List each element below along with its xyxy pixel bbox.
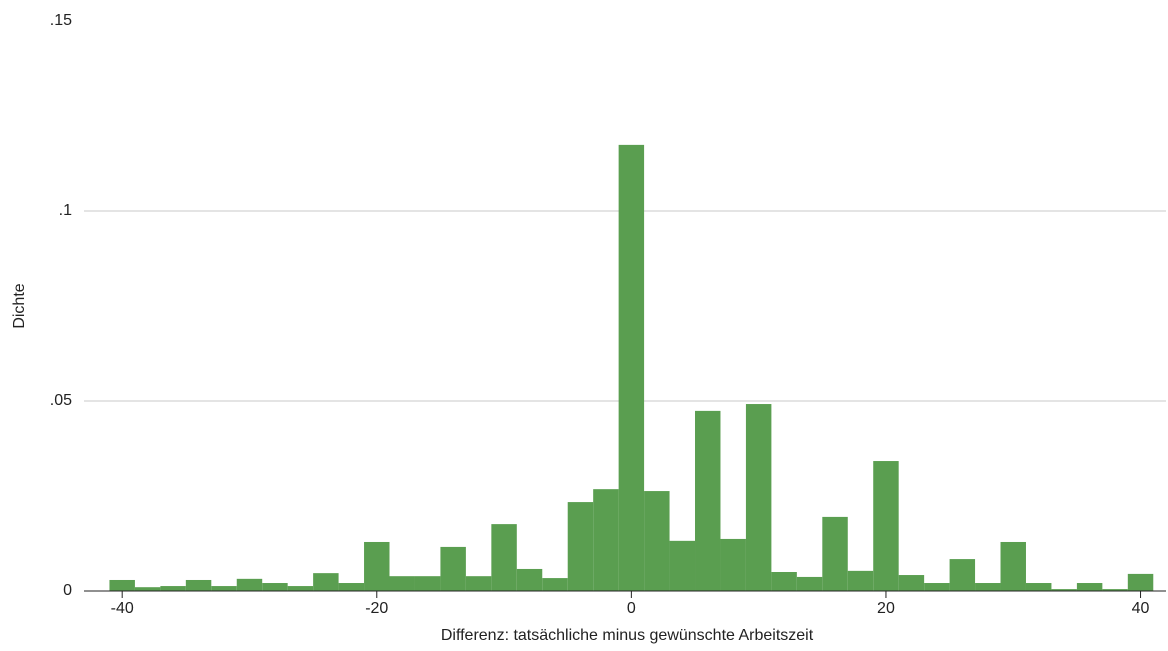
bar bbox=[236, 578, 263, 591]
bar bbox=[975, 583, 1001, 591]
bar bbox=[134, 587, 161, 591]
bar bbox=[745, 404, 772, 591]
x-axis-title: Differenz: tatsächliche minus gewünschte… bbox=[441, 627, 814, 644]
y-axis-title: Dichte bbox=[11, 283, 28, 328]
bar bbox=[491, 524, 517, 591]
x-tick-label: 0 bbox=[627, 600, 636, 617]
bar bbox=[898, 575, 925, 591]
bar bbox=[695, 410, 721, 591]
bar bbox=[414, 576, 441, 591]
bar bbox=[644, 491, 670, 591]
bar bbox=[465, 576, 492, 591]
bar bbox=[669, 540, 696, 591]
bar bbox=[389, 576, 415, 591]
y-tick-label: .1 bbox=[59, 202, 72, 219]
bar bbox=[720, 538, 746, 591]
bar bbox=[313, 573, 339, 591]
bar bbox=[949, 559, 976, 591]
bar bbox=[160, 586, 186, 591]
y-tick-label: 0 bbox=[63, 582, 72, 599]
bar bbox=[262, 583, 288, 591]
bar bbox=[618, 144, 645, 591]
bar bbox=[567, 502, 594, 591]
bar bbox=[771, 572, 797, 591]
bar bbox=[109, 579, 135, 591]
bar bbox=[211, 586, 237, 591]
bar bbox=[1127, 573, 1154, 591]
bar bbox=[593, 489, 619, 591]
x-tick-label: -40 bbox=[111, 600, 134, 617]
x-tick-label: 40 bbox=[1132, 600, 1150, 617]
bar bbox=[1102, 589, 1128, 591]
bar bbox=[185, 579, 212, 591]
x-tick-label: 20 bbox=[877, 600, 895, 617]
bar bbox=[364, 541, 390, 591]
bar bbox=[822, 516, 848, 591]
bar bbox=[338, 583, 365, 591]
bar bbox=[440, 546, 466, 591]
bar bbox=[287, 586, 314, 591]
y-tick-label: .05 bbox=[50, 392, 72, 409]
bar bbox=[796, 576, 823, 591]
bar bbox=[542, 578, 568, 591]
bar bbox=[1000, 541, 1026, 591]
bar bbox=[516, 568, 543, 591]
bar bbox=[1076, 583, 1103, 591]
bar bbox=[1025, 583, 1052, 591]
y-tick-label: .15 bbox=[50, 12, 72, 29]
bar bbox=[873, 461, 899, 591]
x-tick-label: -20 bbox=[365, 600, 388, 617]
bar bbox=[924, 583, 950, 591]
bar bbox=[1051, 589, 1077, 591]
bar bbox=[847, 570, 874, 591]
